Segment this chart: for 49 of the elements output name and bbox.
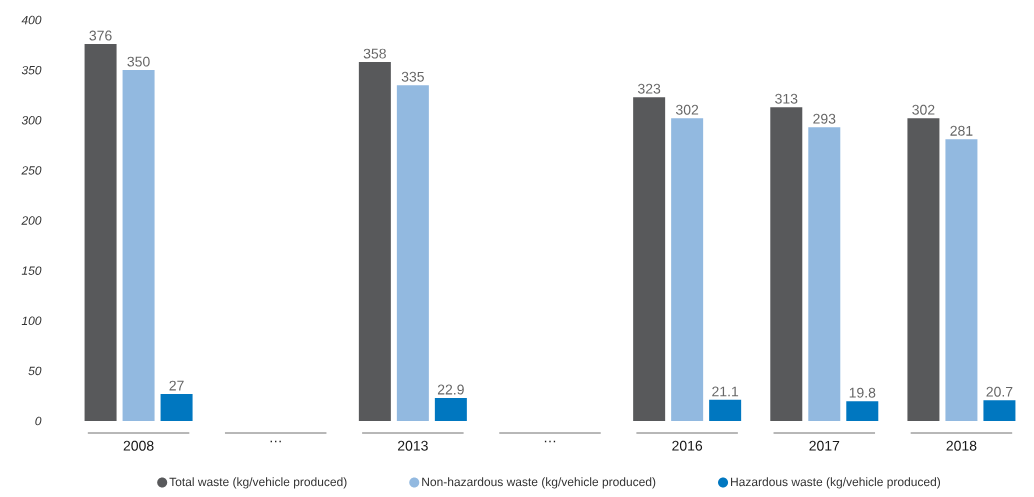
data-label: 21.1 xyxy=(712,386,739,397)
bar xyxy=(160,393,193,421)
bar xyxy=(846,401,879,421)
y-tick-label: 50 xyxy=(28,366,42,376)
y-tick-label: 400 xyxy=(21,15,42,25)
y-tick-label: 300 xyxy=(21,116,42,125)
data-label: 376 xyxy=(89,30,112,41)
x-tick-label: 2016 xyxy=(672,440,703,451)
y-tick-label: 150 xyxy=(21,266,42,275)
data-label: 22.9 xyxy=(437,384,464,395)
y-tick-label: 0 xyxy=(35,416,42,426)
bar xyxy=(122,70,155,421)
data-label: 313 xyxy=(775,93,798,104)
data-label: 358 xyxy=(363,48,386,59)
data-label: 27 xyxy=(169,380,184,391)
x-tick-label: 2018 xyxy=(946,440,977,451)
data-label: 19.8 xyxy=(849,387,876,398)
data-label: 20.7 xyxy=(986,386,1013,397)
data-label: 335 xyxy=(401,71,424,82)
x-tick-label: 2017 xyxy=(809,440,840,451)
bar xyxy=(770,107,803,421)
x-tick-label: 2008 xyxy=(123,440,154,451)
y-tick-label: 350 xyxy=(21,65,42,75)
bar xyxy=(945,139,978,421)
bar xyxy=(808,127,841,421)
legend-label: Total waste (kg/vehicle produced) xyxy=(169,477,347,489)
legend-label: Non-hazardous waste (kg/vehicle produced) xyxy=(422,477,656,489)
data-label: 293 xyxy=(813,113,836,124)
data-label: 323 xyxy=(638,83,661,94)
x-tick-label: … xyxy=(270,440,281,443)
bar xyxy=(709,399,742,421)
bar xyxy=(358,62,391,421)
bar xyxy=(983,400,1016,421)
x-tick-label: 2013 xyxy=(397,440,428,451)
bar xyxy=(671,118,704,421)
bar xyxy=(396,85,429,421)
y-tick-label: 250 xyxy=(21,166,42,175)
data-label: 350 xyxy=(127,56,150,67)
data-label: 281 xyxy=(950,125,973,136)
legend-label: Hazardous waste (kg/vehicle produced) xyxy=(731,477,941,489)
data-label: 302 xyxy=(676,104,699,115)
y-tick-label: 200 xyxy=(21,216,42,225)
data-label: 302 xyxy=(912,104,935,115)
bar xyxy=(84,44,117,421)
x-tick-label: … xyxy=(544,440,556,443)
bar xyxy=(434,398,467,421)
bar xyxy=(907,118,940,421)
bar xyxy=(633,97,666,421)
y-tick-label: 100 xyxy=(21,316,42,326)
